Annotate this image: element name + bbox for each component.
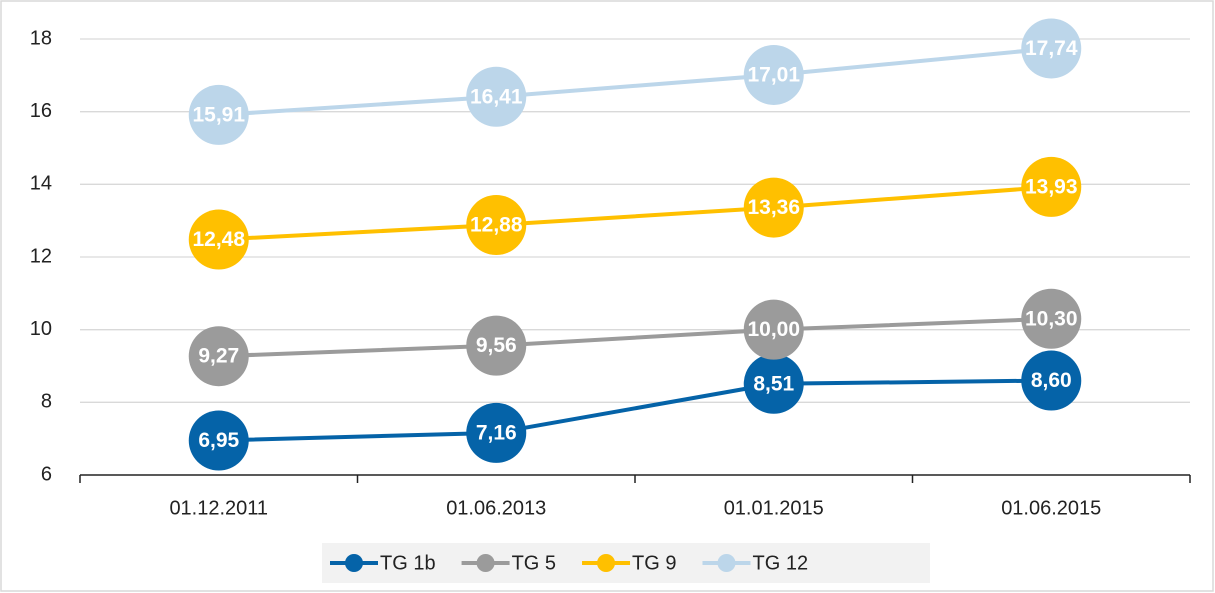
legend-label: TG 1b — [380, 552, 436, 574]
data-point — [466, 66, 527, 127]
data-point — [743, 353, 804, 414]
legend-swatch-marker — [717, 554, 736, 572]
series-line — [218, 316, 1052, 359]
data-label: 7,16 — [476, 421, 517, 444]
legend: TG 1b TG 5 TG 9 TG 12 — [322, 543, 930, 583]
data-point — [1021, 288, 1082, 349]
x-tick-label: 01.06.2015 — [1001, 497, 1101, 519]
data-label: 10,30 — [1025, 307, 1078, 330]
y-tick-label: 8 — [41, 391, 52, 413]
series-line — [218, 378, 1052, 443]
legend-swatch-marker — [345, 554, 363, 572]
y-tick-label: 18 — [30, 27, 52, 49]
data-label: 12,48 — [192, 228, 245, 251]
data-point — [188, 84, 249, 145]
series-line — [218, 184, 1052, 242]
y-tick-label: 12 — [30, 245, 52, 267]
data-point — [743, 299, 804, 360]
data-label: 10,00 — [747, 318, 800, 341]
data-point — [466, 402, 527, 463]
data-point — [1021, 156, 1082, 217]
data-label: 13,93 — [1025, 175, 1078, 198]
data-label: 9,27 — [198, 345, 239, 368]
data-label: 12,88 — [470, 214, 523, 237]
data-point — [1021, 350, 1082, 411]
legend-label: TG 9 — [632, 552, 676, 574]
data-point — [188, 326, 249, 387]
data-point — [743, 177, 804, 238]
data-point — [466, 195, 527, 256]
y-tick-label: 16 — [30, 100, 52, 122]
data-label: 13,36 — [747, 196, 800, 219]
data-label: 17,74 — [1025, 37, 1078, 60]
data-point — [1021, 18, 1082, 79]
data-label: 8,60 — [1031, 369, 1072, 392]
data-point — [743, 44, 804, 105]
data-label: 17,01 — [747, 64, 800, 87]
y-tick-label: 6 — [41, 463, 52, 485]
data-label: 6,95 — [198, 429, 239, 452]
y-tick-label: 14 — [30, 173, 52, 195]
data-point — [188, 410, 249, 471]
data-label: 16,41 — [470, 85, 523, 108]
data-label: 9,56 — [476, 334, 517, 357]
legend-swatch-marker — [597, 554, 616, 572]
x-tick-label: 01.12.2011 — [169, 497, 268, 519]
legend-swatch-marker — [476, 554, 495, 572]
data-point — [466, 315, 527, 376]
legend-label: TG 12 — [752, 552, 808, 574]
x-tick-label: 01.06.2013 — [446, 497, 546, 519]
y-tick-label: 10 — [30, 318, 52, 340]
x-tick-label: 01.01.2015 — [724, 497, 824, 519]
data-point — [188, 209, 249, 270]
legend-label: TG 5 — [512, 552, 556, 574]
series-line — [218, 46, 1052, 117]
data-label: 15,91 — [192, 103, 245, 126]
data-label: 8,51 — [753, 372, 794, 395]
